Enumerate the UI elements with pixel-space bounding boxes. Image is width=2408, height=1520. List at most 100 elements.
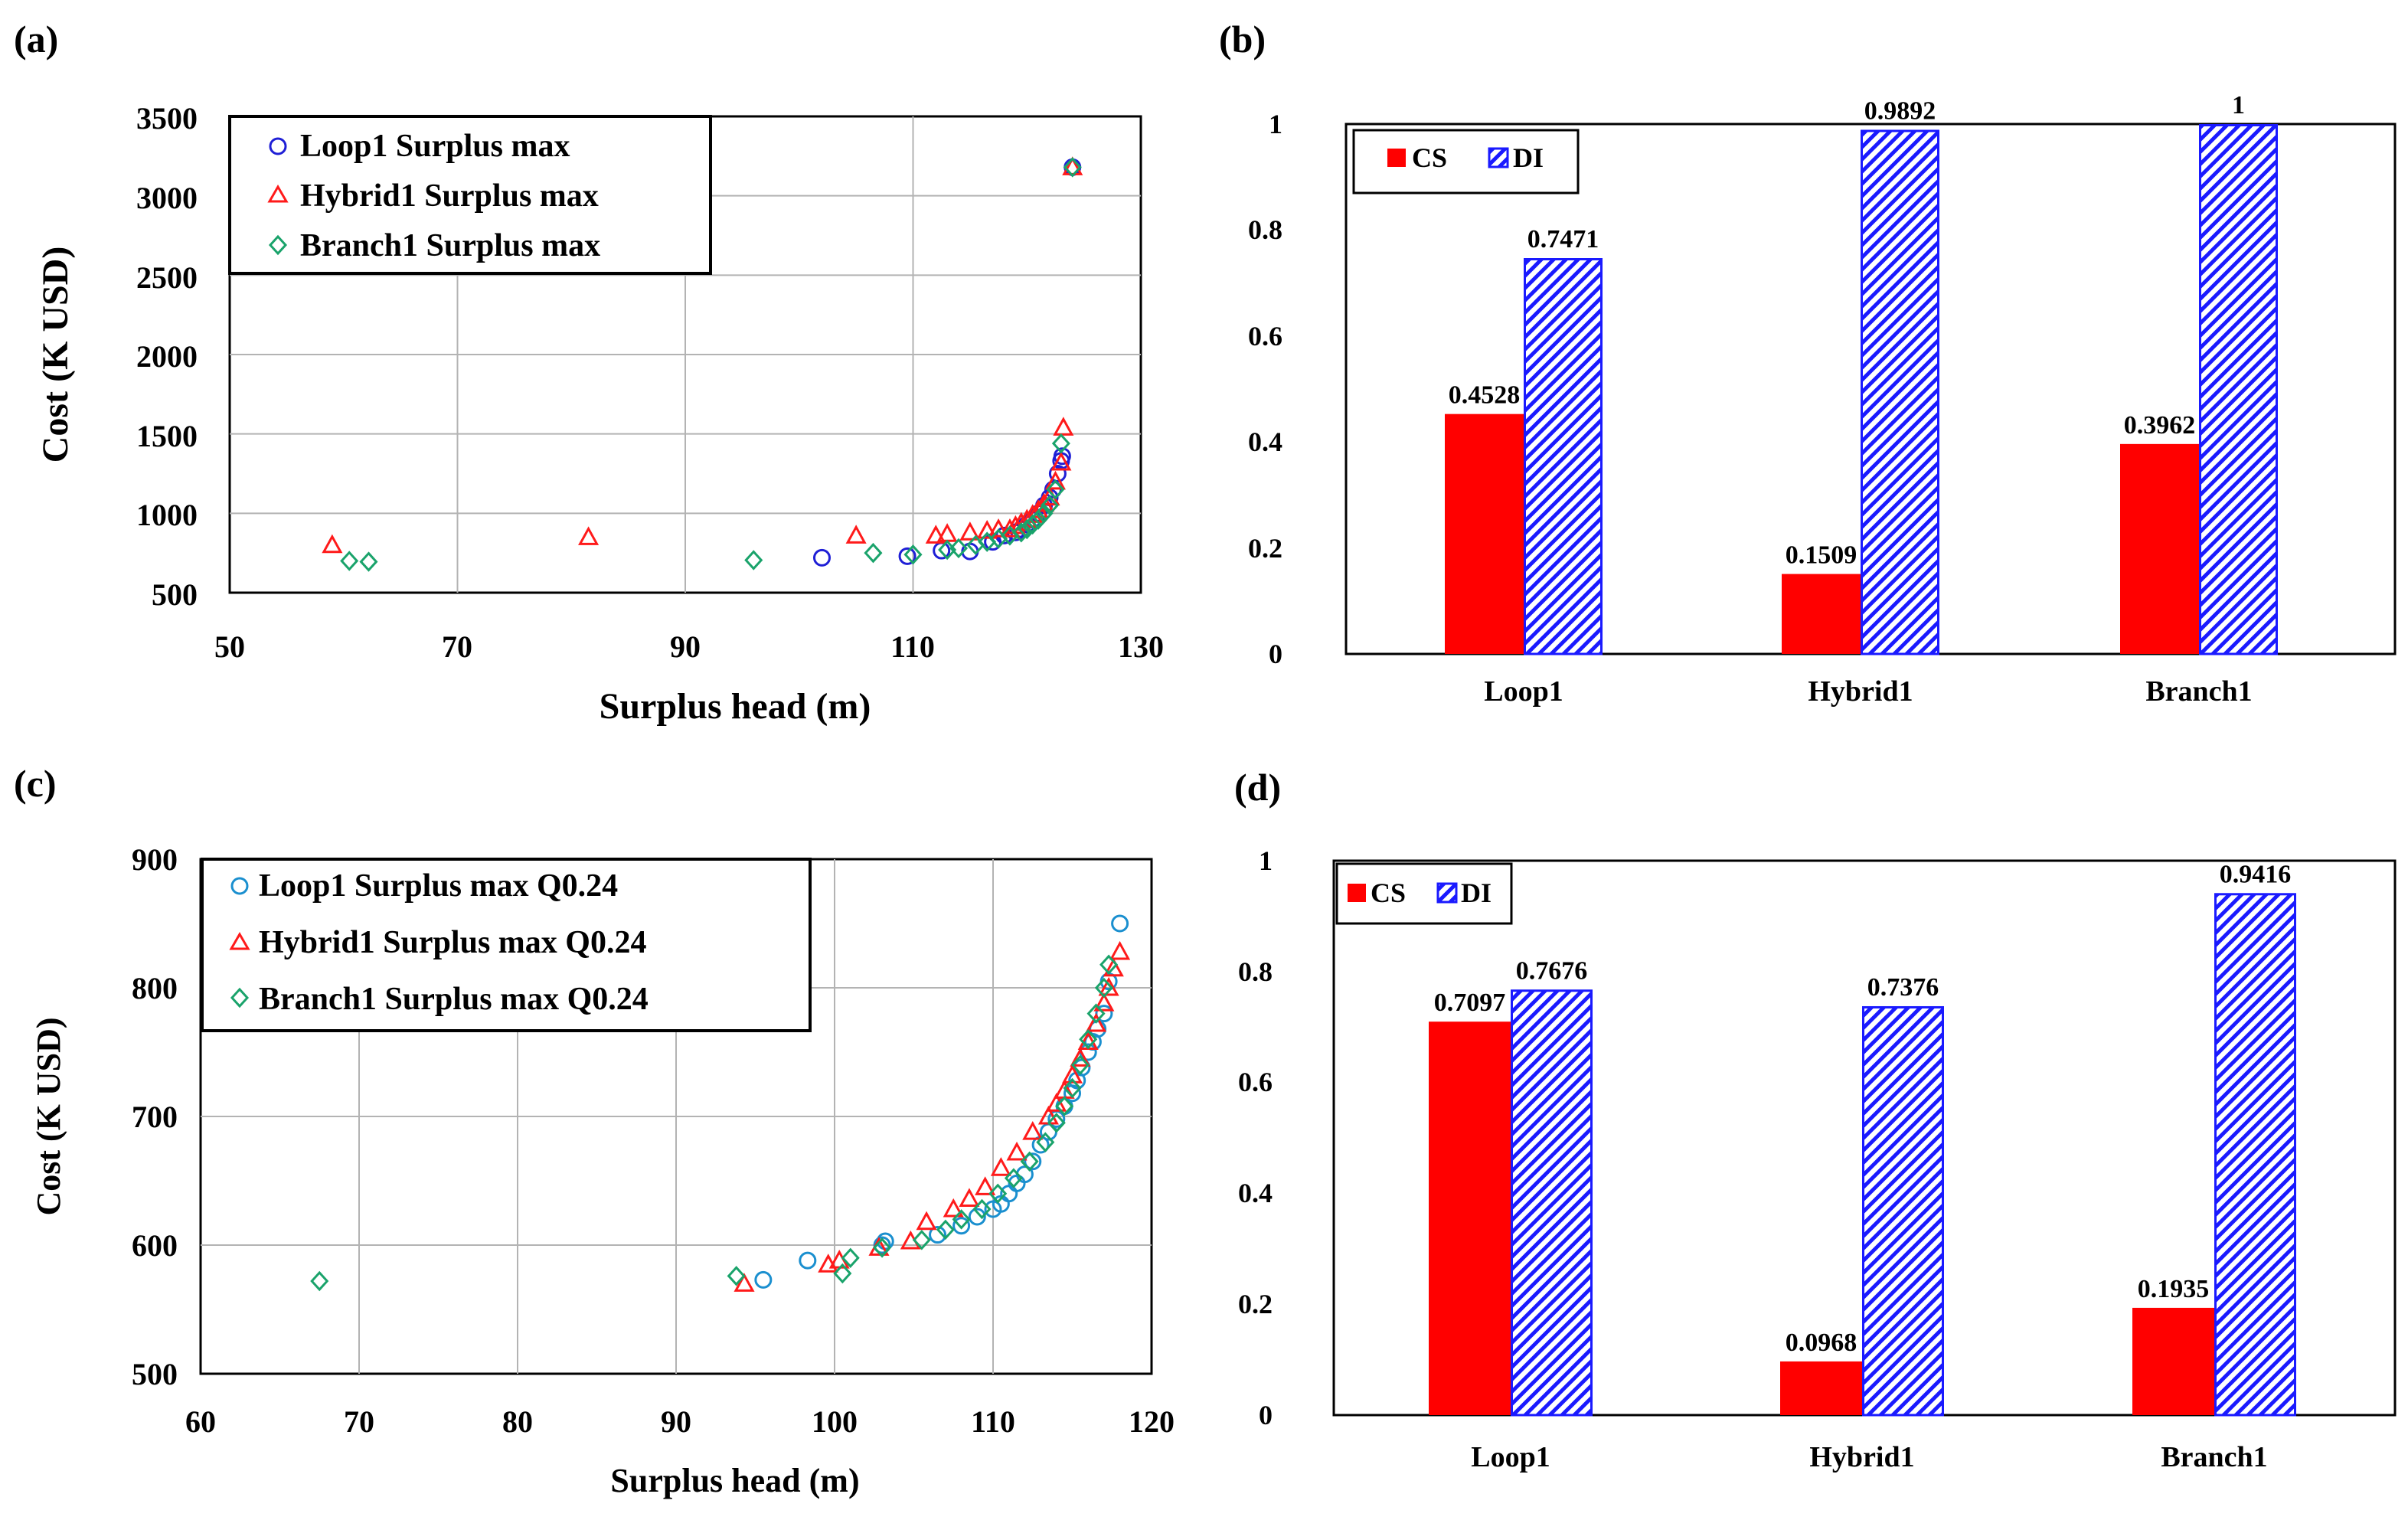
- data-point-diamond: [1018, 518, 1037, 540]
- legend-marker-triangle-icon: [229, 932, 250, 950]
- y-tick-label: 1: [1269, 109, 1282, 139]
- y-tick-label: 600: [132, 1228, 178, 1263]
- data-point-diamond: [936, 1219, 955, 1241]
- data-label-di: 0.9892: [1864, 96, 1936, 125]
- x-tick-label: 110: [890, 629, 935, 664]
- data-point-diamond: [952, 1209, 971, 1230]
- data-point-circle: [799, 1251, 817, 1270]
- x-tick-label: 90: [670, 629, 701, 664]
- panel-label-b: (b): [1219, 18, 1266, 60]
- data-label-di: 0.9416: [2220, 860, 2292, 888]
- x-axis-a: 50 70 90 110 130: [214, 629, 1164, 664]
- x-tick-label: 50: [214, 629, 245, 664]
- data-point-triangle: [916, 1211, 937, 1231]
- y-axis-title-c: Cost (K USD): [30, 1017, 67, 1215]
- data-point-circle: [1024, 1152, 1042, 1171]
- y-axis-title-a: Cost (K USD): [35, 247, 76, 463]
- legend-box: [1352, 129, 1580, 194]
- bar-cs-hybrid1: [1780, 1361, 1862, 1415]
- data-point-triangle: [1022, 1121, 1044, 1140]
- legend-label-hybrid1: Hybrid1 Surplus max: [300, 178, 599, 214]
- data-point-diamond: [833, 1263, 852, 1284]
- data-point-diamond: [1063, 157, 1082, 178]
- x-axis-c: 60 70 80 90 100 110 120: [185, 1404, 1175, 1439]
- x-axis-title-c: Surplus head (m): [610, 1462, 859, 1499]
- data-point-diamond: [1034, 503, 1054, 524]
- legend-label-cs: CS: [1412, 142, 1447, 173]
- y-axis-a: 500 1000 1500 2000 2500 3000 3500: [136, 101, 198, 612]
- data-point-diamond: [972, 1198, 992, 1220]
- y-tick-label: 0.2: [1238, 1289, 1273, 1319]
- series-points-a: [322, 156, 1083, 572]
- data-point-diamond: [359, 551, 378, 572]
- legend-c: Loop1 Surplus max Q0.24 Hybrid1 Surplus …: [201, 858, 812, 1032]
- legend-marker-circle-icon: [230, 877, 249, 895]
- data-point-triangle: [976, 520, 998, 539]
- legend-label-hybrid1: Hybrid1 Surplus max Q0.24: [259, 925, 646, 960]
- data-point-diamond: [912, 1230, 931, 1250]
- data-label-cs: 0.3962: [2124, 411, 2196, 440]
- data-point-circle: [813, 548, 831, 567]
- y-tick-label: 2000: [136, 339, 198, 374]
- data-point-triangle: [990, 1157, 1011, 1176]
- panel-label-a: (a): [14, 18, 58, 60]
- legend-label-cs: CS: [1371, 878, 1406, 908]
- bar-cs-branch1: [2132, 1307, 2214, 1415]
- panel-c: (c) 500 600 700 800 900 60 70 80 90 100 …: [14, 762, 1175, 1499]
- data-point-diamond: [903, 544, 923, 565]
- y-tick-label: 0.2: [1248, 533, 1282, 564]
- legend-swatch-di: [1488, 147, 1509, 168]
- data-point-diamond: [1051, 433, 1070, 454]
- y-tick-label: 0: [1269, 639, 1282, 669]
- data-point-triangle: [1093, 992, 1115, 1012]
- bar-cs-branch1: [2120, 443, 2199, 654]
- x-tick-label: 80: [502, 1404, 533, 1439]
- data-point-circle: [898, 547, 916, 565]
- legend-b: CS DI: [1352, 129, 1580, 194]
- legend-box: [228, 115, 712, 275]
- category-label-hybrid1: Hybrid1: [1808, 675, 1913, 708]
- bar-di-hybrid1: [1862, 1005, 1944, 1417]
- legend-a: Loop1 Surplus max Hybrid1 Surplus max Br…: [228, 115, 712, 275]
- x-tick-label: 70: [442, 629, 472, 664]
- data-point-circle: [968, 1208, 986, 1226]
- y-tick-label: 500: [132, 1357, 178, 1391]
- data-point-circle: [952, 1217, 971, 1235]
- y-tick-label: 3000: [136, 181, 198, 215]
- bar-di-loop1: [1511, 989, 1593, 1417]
- data-point-diamond: [1029, 509, 1048, 530]
- y-tick-label: 0.8: [1248, 214, 1282, 245]
- data-point-triangle: [845, 525, 867, 544]
- data-point-triangle: [959, 521, 981, 541]
- legend-d: CS DI: [1335, 862, 1513, 925]
- data-point-triangle: [975, 1176, 996, 1195]
- data-point-triangle: [988, 518, 1009, 538]
- category-labels-b: Loop1 Hybrid1 Branch1: [1484, 675, 2252, 708]
- data-label-di: 0.7471: [1527, 225, 1599, 253]
- data-label-di: 1: [2232, 91, 2245, 119]
- data-point-circle: [1111, 914, 1129, 933]
- category-label-loop1: Loop1: [1484, 675, 1563, 708]
- data-point-diamond: [1070, 1054, 1090, 1076]
- y-tick-label: 800: [132, 971, 178, 1005]
- data-point-circle: [1053, 447, 1071, 466]
- data-label-cs: 0.1509: [1786, 541, 1857, 570]
- data-point-triangle: [959, 1188, 980, 1208]
- legend-label-di: DI: [1461, 878, 1492, 908]
- data-label-cs: 0.7097: [1434, 989, 1506, 1017]
- legend-marker-diamond-icon: [268, 234, 288, 256]
- data-label-cs: 0.4528: [1449, 381, 1521, 410]
- data-point-triangle: [1070, 1048, 1091, 1067]
- data-label-di: 0.7376: [1867, 973, 1939, 1002]
- data-point-triangle: [925, 525, 946, 544]
- category-label-branch1: Branch1: [2161, 1441, 2267, 1473]
- x-tick-label: 70: [344, 1404, 374, 1439]
- data-point-diamond: [744, 550, 763, 570]
- bar-di-loop1: [1524, 258, 1603, 655]
- x-axis-title-a: Surplus head (m): [600, 686, 871, 727]
- legend-label-di: DI: [1513, 142, 1544, 173]
- data-point-triangle: [1006, 1141, 1028, 1161]
- bar-cs-loop1: [1429, 1022, 1511, 1415]
- y-tick-label: 700: [132, 1100, 178, 1134]
